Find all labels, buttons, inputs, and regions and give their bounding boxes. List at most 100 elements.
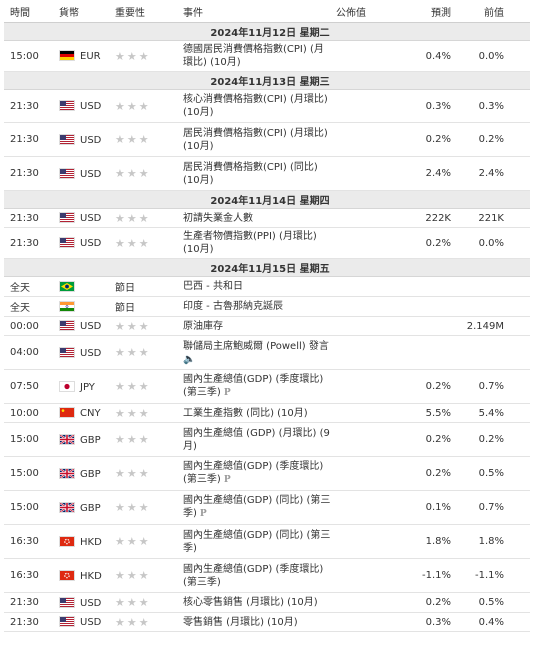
importance-stars-icon: ★★★ xyxy=(115,596,151,609)
event-time: 15:00 xyxy=(4,490,53,525)
event-importance: 節日 xyxy=(109,276,177,297)
event-text-line: 國內生產總值 (GDP) (月環比) (9 xyxy=(183,427,330,439)
event-time: 21:30 xyxy=(4,227,53,259)
event-actual xyxy=(332,524,392,559)
event-time: 21:30 xyxy=(4,89,53,123)
table-row[interactable]: 16:30 HKD ★★★ 國內生產總值(GDP) (同比) (第三 季) 1.8… xyxy=(4,524,530,559)
event-text-line: 國內生產總值(GDP) (季度環比) xyxy=(183,563,324,575)
header-actual[interactable]: 公佈值 xyxy=(332,0,392,23)
event-name[interactable]: 居民消費價格指數(CPI) (月環比) (10月) xyxy=(177,122,332,157)
event-actual xyxy=(332,335,392,370)
importance-stars-icon: ★★★ xyxy=(115,501,151,514)
table-row[interactable]: 00:00 USD ★★★ 原油庫存 2.149M xyxy=(4,316,530,336)
event-text-line: (第三季) xyxy=(183,387,221,398)
table-row[interactable]: 07:50 JPY ★★★ 國內生產總值(GDP) (季度環比) (第三季) P 0… xyxy=(4,369,530,404)
event-name[interactable]: 聯儲局主席鮑威爾 (Powell) 發言 🔈 xyxy=(177,335,332,370)
event-name[interactable]: 原油庫存 xyxy=(177,316,332,336)
china-flag-icon xyxy=(59,407,75,418)
event-importance: ★★★ xyxy=(109,122,177,157)
event-importance: 節日 xyxy=(109,296,177,317)
event-name[interactable]: 國內生產總值(GDP) (同比) (第三 季) xyxy=(177,524,332,559)
header-time[interactable]: 時間 xyxy=(4,0,53,23)
speaker-icon[interactable]: 🔈 xyxy=(183,353,196,365)
header-currency[interactable]: 貨幣 xyxy=(53,0,109,23)
event-name[interactable]: 核心零售銷售 (月環比) (10月) xyxy=(177,592,332,613)
table-row[interactable]: 21:30 USD ★★★ 核心零售銷售 (月環比) (10月) 0.2% 0.… xyxy=(4,592,530,613)
holiday-label: 節日 xyxy=(115,283,135,294)
header-previous[interactable]: 前值 xyxy=(457,0,530,23)
event-text-line: 初請失業金人數 xyxy=(183,212,253,224)
event-previous: 0.7% xyxy=(457,369,530,404)
event-name[interactable]: 國內生產總值 (GDP) (月環比) (9 月) xyxy=(177,422,332,457)
event-importance: ★★★ xyxy=(109,89,177,123)
table-row[interactable]: 21:30 USD ★★★ 初請失業金人數 222K 221K xyxy=(4,208,530,228)
table-row[interactable]: 全天 節日 印度 - 古魯那納克誕辰 xyxy=(4,296,530,317)
event-name[interactable]: 核心消費價格指數(CPI) (月環比) (10月) xyxy=(177,89,332,123)
event-name[interactable]: 居民消費價格指數(CPI) (同比) (10月) xyxy=(177,156,332,191)
event-text-line: 國內生產總值(GDP) (季度環比) xyxy=(183,374,324,385)
event-forecast: 222K xyxy=(392,208,457,228)
event-forecast: 0.2% xyxy=(392,592,457,613)
table-row[interactable]: 21:30 USD ★★★ 居民消費價格指數(CPI) (月環比) (10月) 0… xyxy=(4,122,530,157)
event-currency: HKD xyxy=(53,524,109,559)
event-previous: 5.4% xyxy=(457,403,530,423)
event-text-line: 國內生產總值(GDP) (同比) (第三 xyxy=(183,495,331,506)
event-actual xyxy=(332,122,392,157)
event-name[interactable]: 國內生產總值(GDP) (同比) (第三 季) P xyxy=(177,490,332,525)
table-row[interactable]: 21:30 USD ★★★ 核心消費價格指數(CPI) (月環比) (10月) 0… xyxy=(4,89,530,123)
table-row[interactable]: 10:00 CNY ★★★ 工業生產指數 (同比) (10月) 5.5% 5.4… xyxy=(4,403,530,423)
event-name[interactable]: 德國居民消費價格指數(CPI) (月 環比) (10月) xyxy=(177,40,332,72)
header-forecast[interactable]: 預測 xyxy=(392,0,457,23)
table-row[interactable]: 15:00 GBP ★★★ 國內生產總值 (GDP) (月環比) (9 月) 0.… xyxy=(4,422,530,457)
event-text-line: 季) xyxy=(183,542,197,554)
event-text-line: 核心消費價格指數(CPI) (月環比) xyxy=(183,94,328,105)
event-text-line: 巴西 - 共和日 xyxy=(183,281,243,292)
date-label: 2024年11月15日 星期五 xyxy=(4,258,530,277)
event-name[interactable]: 國內生產總值(GDP) (季度環比) (第三季) xyxy=(177,558,332,593)
event-actual xyxy=(332,296,392,317)
event-importance: ★★★ xyxy=(109,490,177,525)
event-previous: 0.5% xyxy=(457,456,530,491)
event-forecast: 0.2% xyxy=(392,227,457,259)
table-row[interactable]: 全天 節日 巴西 - 共和日 xyxy=(4,276,530,297)
event-time: 10:00 xyxy=(4,403,53,423)
event-name[interactable]: 工業生產指數 (同比) (10月) xyxy=(177,403,332,423)
header-event[interactable]: 事件 xyxy=(177,0,332,23)
table-row[interactable]: 21:30 USD ★★★ 零售銷售 (月環比) (10月) 0.3% 0.4% xyxy=(4,612,530,632)
table-row[interactable]: 21:30 USD ★★★ 居民消費價格指數(CPI) (同比) (10月) 2.… xyxy=(4,156,530,191)
date-header-row: 2024年11月13日 星期三 xyxy=(4,71,530,90)
event-name[interactable]: 初請失業金人數 xyxy=(177,208,332,228)
table-row[interactable]: 16:30 HKD ★★★ 國內生產總值(GDP) (季度環比) (第三季) -1… xyxy=(4,558,530,593)
event-text-line: (10月) xyxy=(183,244,214,255)
table-row[interactable]: 21:30 USD ★★★ 生產者物價指數(PPI) (月環比) (10月) 0.… xyxy=(4,227,530,259)
event-currency: USD xyxy=(53,122,109,157)
importance-stars-icon: ★★★ xyxy=(115,406,151,420)
table-row[interactable]: 04:00 USD ★★★ 聯儲局主席鮑威爾 (Powell) 發言 🔈 xyxy=(4,335,530,370)
event-actual xyxy=(332,316,392,336)
event-currency: USD xyxy=(53,227,109,259)
event-name[interactable]: 巴西 - 共和日 xyxy=(177,276,332,297)
table-row[interactable]: 15:00 EUR ★★★ 德國居民消費價格指數(CPI) (月 環比) (10月… xyxy=(4,40,530,72)
event-forecast: 0.2% xyxy=(392,369,457,404)
importance-stars-icon: ★★★ xyxy=(115,569,151,582)
event-actual xyxy=(332,276,392,297)
event-name[interactable]: 零售銷售 (月環比) (10月) xyxy=(177,612,332,632)
event-importance: ★★★ xyxy=(109,208,177,228)
importance-stars-icon: ★★★ xyxy=(115,535,151,548)
event-actual xyxy=(332,89,392,123)
event-actual xyxy=(332,592,392,613)
date-header-row: 2024年11月14日 星期四 xyxy=(4,190,530,209)
table-row[interactable]: 15:00 GBP ★★★ 國內生產總值(GDP) (季度環比) (第三季) P 0… xyxy=(4,456,530,491)
event-previous xyxy=(457,335,530,370)
date-label: 2024年11月13日 星期三 xyxy=(4,71,530,90)
event-previous: 0.0% xyxy=(457,40,530,72)
event-forecast: 0.4% xyxy=(392,40,457,72)
event-name[interactable]: 生產者物價指數(PPI) (月環比) (10月) xyxy=(177,227,332,259)
header-importance[interactable]: 重要性 xyxy=(109,0,177,23)
event-name[interactable]: 國內生產總值(GDP) (季度環比) (第三季) P xyxy=(177,369,332,404)
event-text-line: (第三季) xyxy=(183,576,221,588)
event-name[interactable]: 國內生產總值(GDP) (季度環比) (第三季) P xyxy=(177,456,332,491)
table-row[interactable]: 15:00 GBP ★★★ 國內生產總值(GDP) (同比) (第三 季) P 0.… xyxy=(4,490,530,525)
event-name[interactable]: 印度 - 古魯那納克誕辰 xyxy=(177,296,332,317)
event-text-line: 零售銷售 (月環比) (10月) xyxy=(183,616,298,628)
